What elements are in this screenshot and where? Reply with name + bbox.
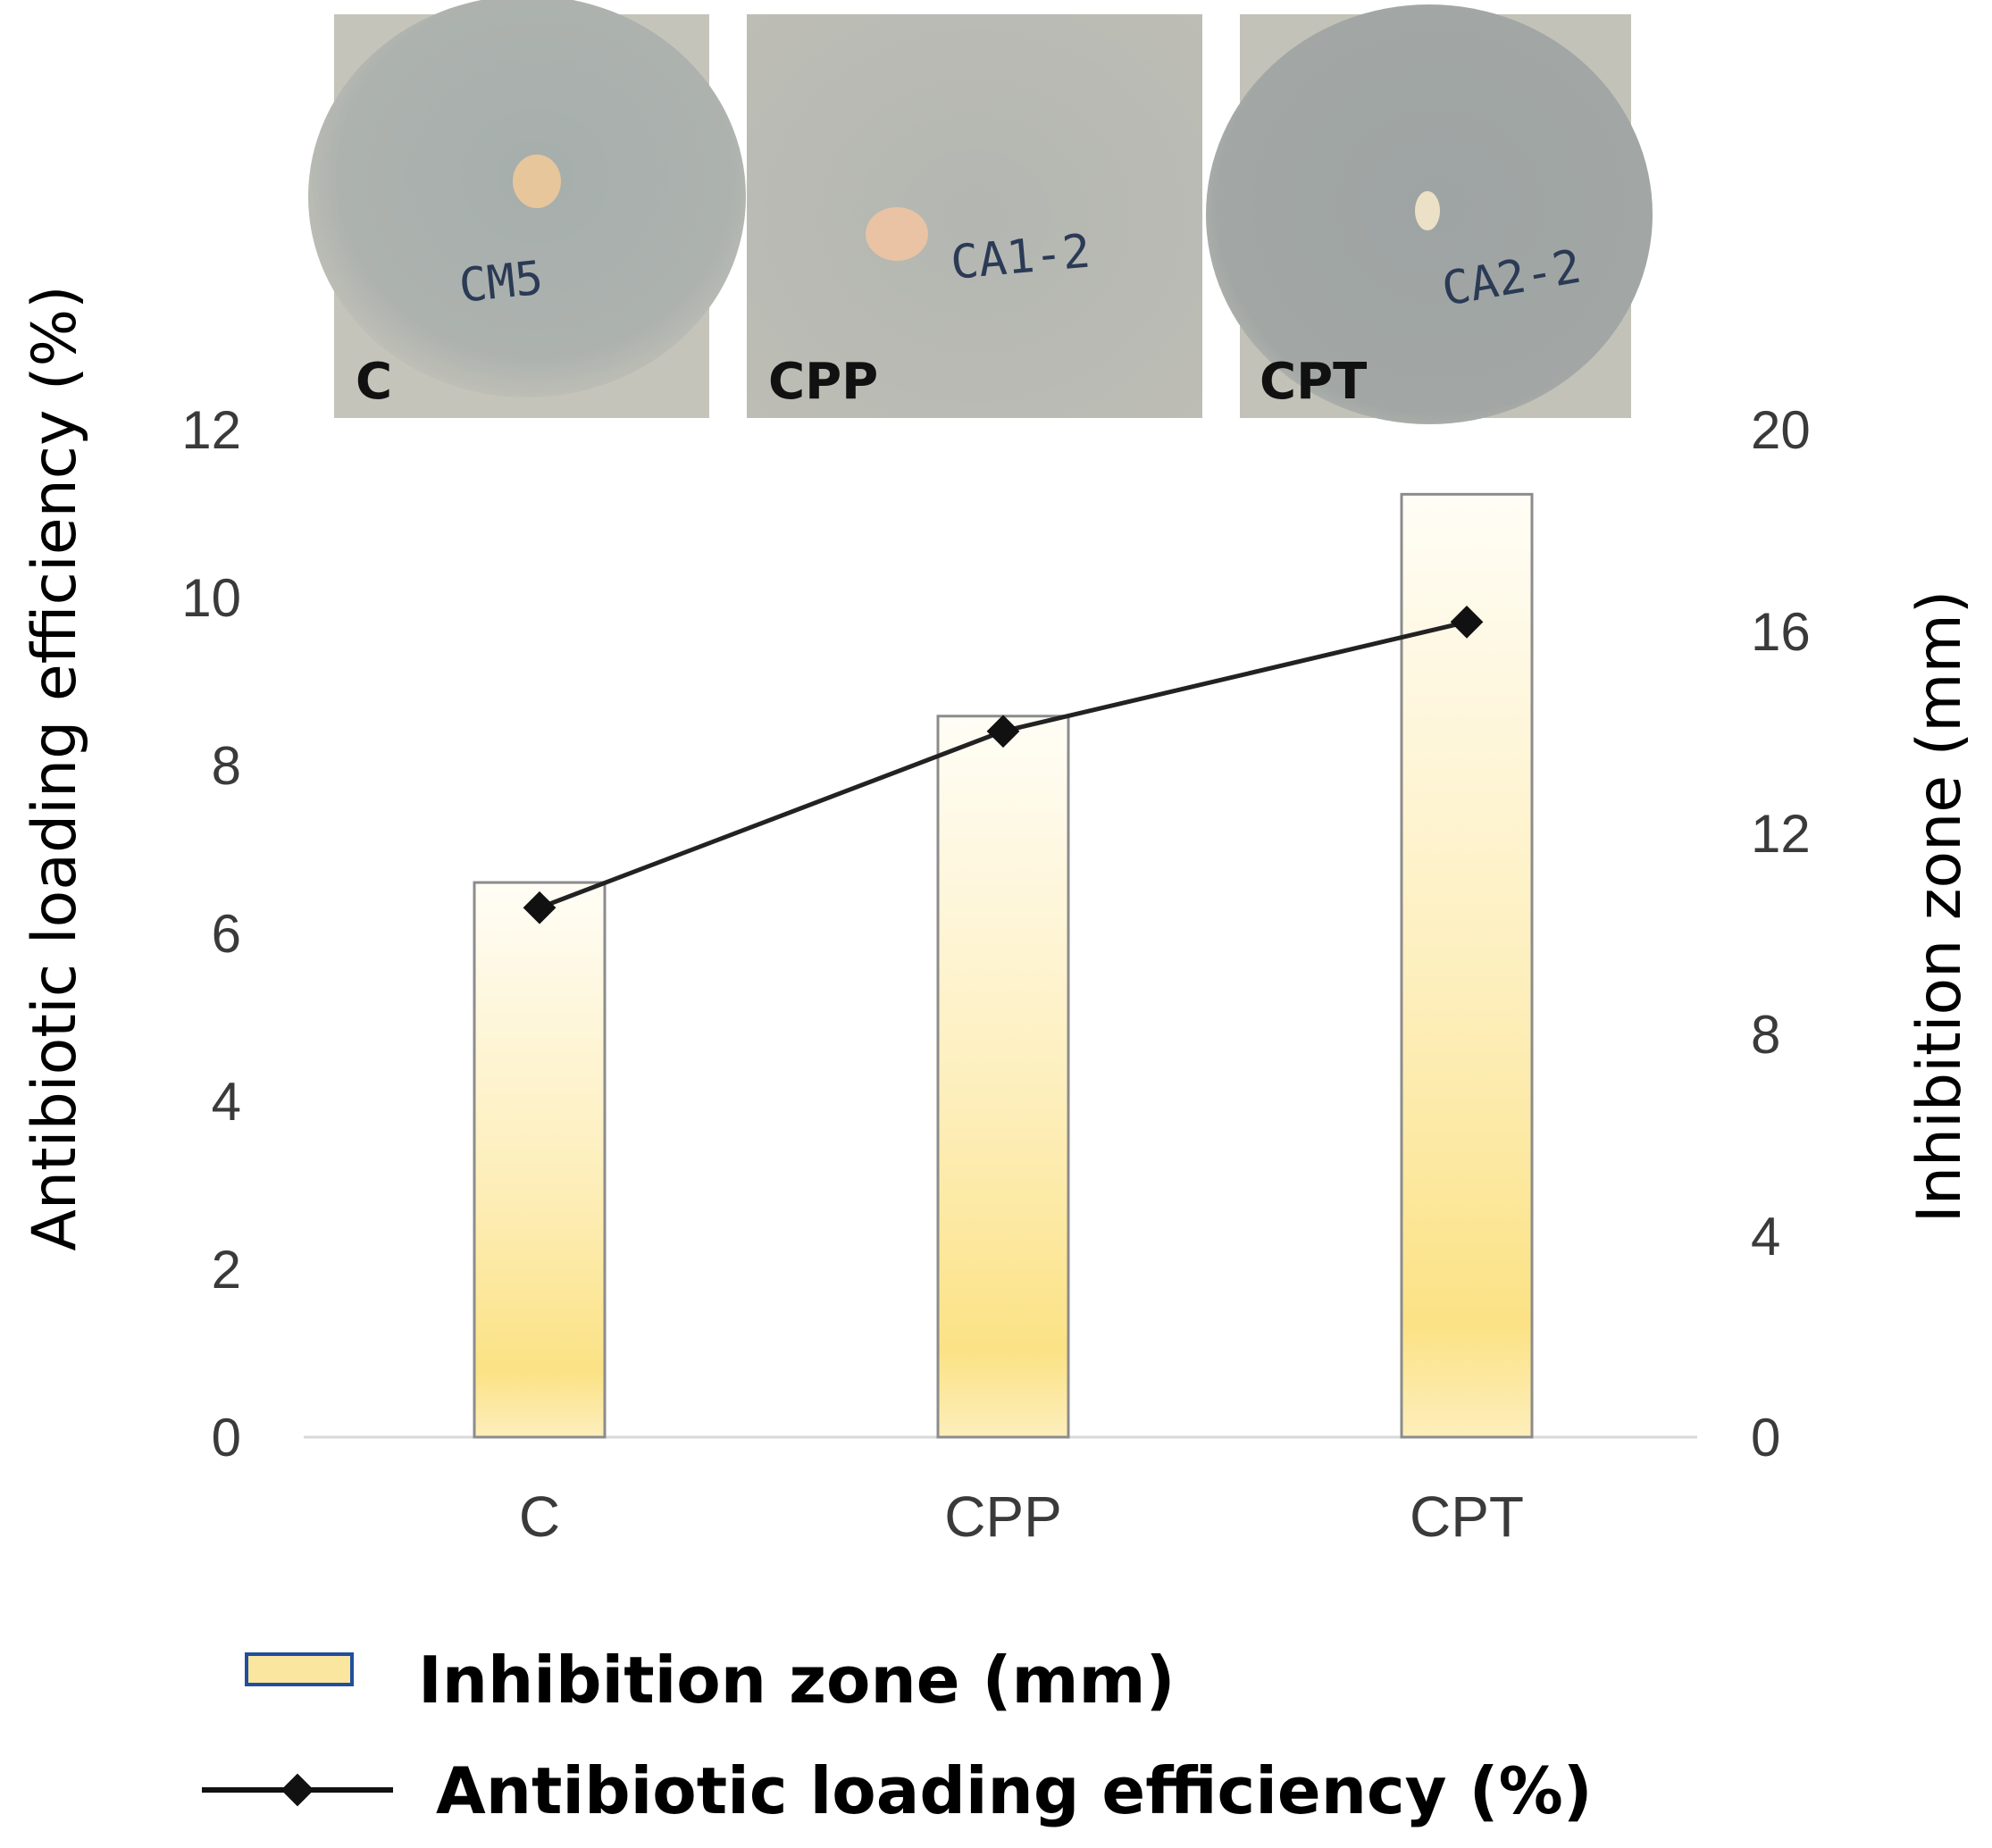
left-tick-6: 6 <box>212 904 241 964</box>
photo-label-cpt: CPT <box>1260 353 1367 411</box>
legend: Inhibition zone (mm) Antibiotic loading … <box>202 1643 1593 1828</box>
handwriting-cpp: CA1-2 <box>949 225 1092 290</box>
antibiotic-disc-cpt <box>1415 191 1440 230</box>
left-tick-2: 2 <box>212 1240 241 1300</box>
right-axis-title: Inhibition zone (mm) <box>1904 590 1975 1223</box>
antibiotic-disc-c <box>513 155 561 208</box>
legend-label-line: Antibiotic loading efficiency (%) <box>436 1753 1593 1828</box>
right-tick-16: 16 <box>1751 602 1811 662</box>
legend-swatch-marker <box>280 1773 314 1807</box>
legend-label-bar: Inhibition zone (mm) <box>418 1643 1175 1718</box>
marker-cpp <box>986 715 1020 748</box>
left-tick-12: 12 <box>181 400 241 460</box>
legend-swatch-bar <box>245 1652 354 1686</box>
bar-c <box>473 881 607 1439</box>
category-labels: C CPP CPT <box>519 1484 1524 1549</box>
right-tick-8: 8 <box>1751 1005 1780 1065</box>
category-label-c: C <box>519 1484 560 1549</box>
photo-panel-cpp: CA1-2 CPP <box>747 14 1202 418</box>
handwriting-c: CM5 <box>456 251 546 313</box>
photo-panel-c: CM5 C <box>308 0 746 418</box>
right-tick-20: 20 <box>1751 400 1811 460</box>
line-series <box>523 606 1484 924</box>
right-tick-4: 4 <box>1751 1207 1780 1267</box>
bar-cpt <box>1400 492 1534 1439</box>
left-tick-8: 8 <box>212 736 241 796</box>
left-axis-ticks: 0 2 4 6 8 10 12 <box>181 400 241 1468</box>
antibiotic-disc-cpp <box>866 207 928 261</box>
marker-c <box>523 891 557 924</box>
photo-label-c: C <box>356 353 392 411</box>
left-axis-title: Antibiotic loading efficiency (%) <box>20 285 90 1250</box>
left-tick-10: 10 <box>181 568 241 628</box>
left-tick-4: 4 <box>212 1072 241 1132</box>
photo-panel-cpt: CA2-2 CPT <box>1206 4 1653 424</box>
marker-cpt <box>1450 606 1484 639</box>
bar-cpp <box>936 715 1070 1439</box>
right-tick-12: 12 <box>1751 804 1811 864</box>
right-axis-ticks: 0 4 8 12 16 20 <box>1751 400 1811 1468</box>
right-tick-0: 0 <box>1751 1408 1780 1468</box>
photo-label-cpp: CPP <box>768 353 878 411</box>
category-label-cpp: CPP <box>944 1484 1062 1549</box>
bar-series <box>473 492 1534 1439</box>
left-tick-0: 0 <box>212 1408 241 1468</box>
category-label-cpt: CPT <box>1410 1484 1524 1549</box>
